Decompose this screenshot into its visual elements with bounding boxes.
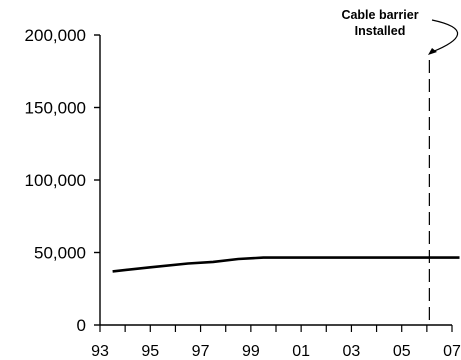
y-tick-label: 150,000	[25, 99, 86, 118]
annotation-arrowhead	[428, 48, 437, 55]
x-tick-label: 99	[242, 343, 260, 360]
y-axis: 0 50,000 100,000 150,000 200,000	[25, 26, 101, 335]
x-axis: 93 95 97 99 01 03 05 07	[91, 324, 461, 360]
annotation: Cable barrier Installed	[341, 8, 459, 325]
y-tick-label: 100,000	[25, 171, 86, 190]
annotation-text: Cable barrier	[341, 8, 418, 22]
series-lines	[112, 256, 460, 273]
x-tick-label: 01	[292, 343, 310, 360]
x-tick-label: 05	[393, 343, 411, 360]
annotation-text: Installed	[355, 24, 406, 38]
x-tick-label: 95	[141, 343, 159, 360]
y-tick-label: 50,000	[34, 244, 86, 263]
x-tick-label: 03	[343, 343, 361, 360]
y-tick-label: 0	[77, 316, 86, 335]
x-tick-label: 97	[192, 343, 210, 360]
x-tick-label: 93	[91, 343, 109, 360]
annotation-arrow	[431, 19, 459, 53]
x-tick-label: 07	[443, 343, 461, 360]
y-tick-label: 200,000	[25, 26, 86, 45]
series-line	[112, 256, 460, 273]
